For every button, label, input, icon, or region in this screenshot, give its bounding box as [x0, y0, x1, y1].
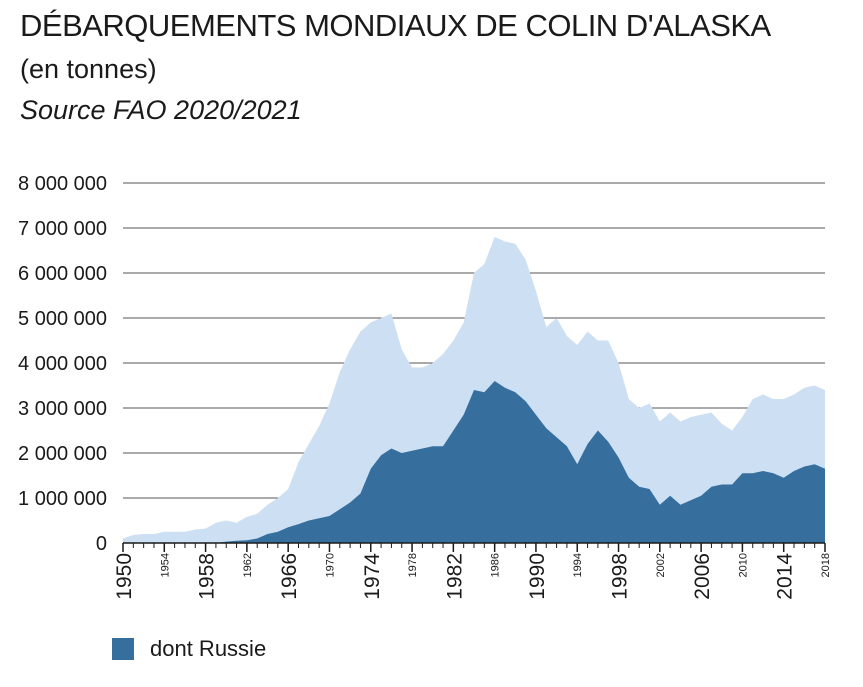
- x-tick-label: 2002: [655, 553, 667, 577]
- legend: dont Russie: [112, 636, 266, 662]
- x-tick-label: 1966: [278, 553, 301, 600]
- x-tick-label: 2006: [691, 553, 714, 600]
- x-tick-label: 1982: [443, 553, 466, 600]
- x-tick-label: 1950: [113, 553, 136, 600]
- y-tick-label: 7 000 000: [18, 218, 107, 240]
- y-tick-label: 3 000 000: [18, 398, 107, 420]
- legend-label-russia: dont Russie: [150, 636, 267, 661]
- y-tick-label: 5 000 000: [18, 308, 107, 330]
- x-tick-label: 1998: [609, 553, 632, 600]
- y-tick-label: 6 000 000: [18, 263, 107, 285]
- x-tick-label: 1970: [324, 553, 336, 577]
- plot-areas: [123, 237, 825, 543]
- x-tick-label: 2018: [820, 553, 832, 577]
- x-tick-label: 1958: [196, 553, 219, 600]
- area-russia-landings: [123, 381, 825, 543]
- y-tick-label: 2 000 000: [18, 443, 107, 465]
- x-tick-label: 1990: [526, 553, 549, 600]
- x-tick-label: 1974: [361, 553, 384, 600]
- chart-subtitle: (en tonnes): [20, 54, 157, 84]
- legend-swatch-russia: [112, 638, 134, 660]
- y-axis: 8 000 000 7 000 000 6 000 000 5 000 000 4 00…: [18, 173, 107, 555]
- x-tick-label: 1994: [572, 553, 584, 577]
- y-tick-label: 1 000 000: [18, 488, 107, 510]
- x-tick-label: 1962: [242, 553, 254, 577]
- x-tick-label: 1986: [490, 553, 502, 577]
- chart-title: DÉBARQUEMENTS MONDIAUX DE COLIN D'ALASKA: [20, 8, 771, 43]
- x-tick-label: 1978: [407, 553, 419, 577]
- x-axis: 1950 1954 1958 1962 1966 1970 1974 1978 1982 1986…: [113, 542, 832, 600]
- y-tick-label: 0: [96, 533, 107, 555]
- x-tick-label: 2010: [737, 553, 749, 577]
- y-tick-label: 8 000 000: [18, 173, 107, 195]
- x-tick-label: 2014: [774, 553, 797, 600]
- y-tick-label: 4 000 000: [18, 353, 107, 375]
- chart-source: Source FAO 2020/2021: [20, 95, 302, 125]
- x-tick-label: 1954: [159, 553, 171, 577]
